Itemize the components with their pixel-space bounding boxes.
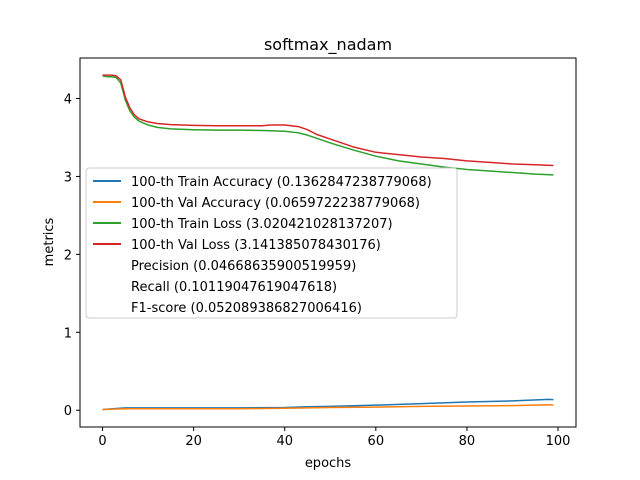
y-tick-label: 1: [64, 326, 72, 341]
legend-entry-5: Precision (0.04668635900519959): [131, 259, 356, 274]
legend: 100-th Train Accuracy (0.136284723877906…: [85, 167, 458, 319]
series-line-2: [102, 404, 554, 411]
legend-entry-2: 100-th Val Accuracy (0.0659722238779068): [131, 196, 420, 211]
legend-entry-7: F1-score (0.052089386827006416): [131, 301, 362, 316]
x-tick-label: 60: [368, 434, 385, 449]
x-axis: 0 20 40 60 80 100: [98, 427, 570, 449]
legend-entry-4: 100-th Val Loss (3.141385078430176): [131, 238, 381, 253]
x-tick-label: 20: [185, 434, 202, 449]
legend-entry-6: Recall (0.10119047619047618): [131, 280, 337, 295]
legend-box: [85, 167, 458, 319]
x-tick-label: 0: [98, 434, 106, 449]
y-tick-label: 3: [64, 170, 72, 185]
x-tick-label: 40: [276, 434, 293, 449]
x-tick-label: 80: [459, 434, 476, 449]
y-tick-label: 0: [64, 404, 72, 419]
x-axis-label: epochs: [305, 456, 352, 471]
y-tick-label: 2: [64, 248, 72, 263]
axes-frame: [79, 57, 577, 428]
chart-title: softmax_nadam: [264, 35, 392, 55]
y-axis-label: metrics: [42, 217, 57, 266]
x-tick-label: 100: [546, 434, 571, 449]
y-axis: 0 1 2 3 4: [64, 93, 80, 419]
y-tick-label: 4: [64, 93, 72, 108]
series-line-1: [102, 398, 554, 411]
legend-entry-1: 100-th Train Accuracy (0.136284723877906…: [131, 175, 432, 190]
series-line-3: [102, 75, 554, 176]
legend-entry-3: 100-th Train Loss (3.020421028137207): [131, 217, 393, 232]
plot-area: [102, 74, 554, 411]
series-line-4: [102, 74, 554, 167]
